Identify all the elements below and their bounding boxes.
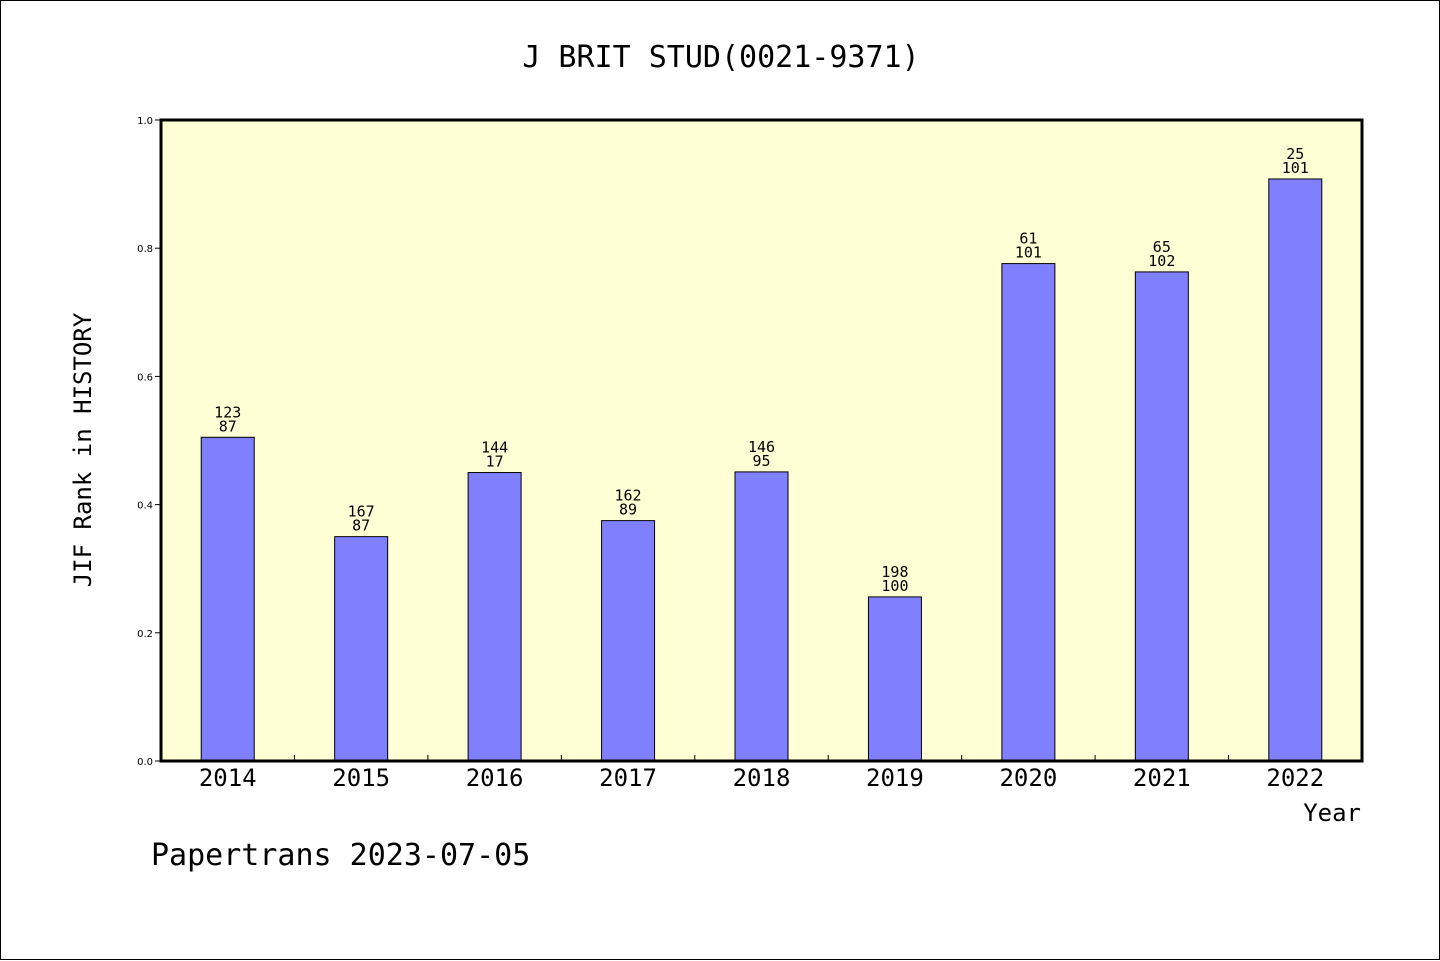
data-label-bottom-2019: 100 <box>881 577 908 595</box>
data-label-top-2015: 167 <box>348 503 375 521</box>
data-label-bottom-2016: 17 <box>486 453 504 471</box>
plot-border <box>159 118 1364 763</box>
data-label-bottom-2015: 87 <box>352 517 370 535</box>
data-label-bottom-2020: 101 <box>1015 244 1042 262</box>
bars-layer <box>200 178 1323 762</box>
x-tick-label-2021: 2021 <box>1133 764 1191 792</box>
x-tick-label-2015: 2015 <box>332 764 390 792</box>
x-tick-label-2022: 2022 <box>1266 764 1324 792</box>
x-tick-label-2018: 2018 <box>733 764 791 792</box>
bar-2018 <box>734 471 789 762</box>
y-tick-label: 0.6 <box>137 372 153 383</box>
data-label-bottom-2018: 95 <box>752 452 770 470</box>
data-label-top-2021: 65 <box>1153 238 1171 256</box>
bar-2021 <box>1134 271 1189 762</box>
chart-title: J BRIT STUD(0021-9371) <box>522 40 919 75</box>
y-tick-label: 0.4 <box>137 501 153 512</box>
bar-2022 <box>1268 178 1323 762</box>
data-label-bottom-2014: 87 <box>219 417 237 435</box>
data-label-top-2022: 25 <box>1286 145 1304 163</box>
x-tick-label-2017: 2017 <box>599 764 657 792</box>
bar-2017 <box>601 520 656 762</box>
x-axis-label: Year <box>1303 799 1361 827</box>
y-tick-label: 1.0 <box>137 116 153 127</box>
ticks-layer: 0.0 0.2 0.4 0.6 0.8 1.0 2014 2015 2016 2017 2018 20… <box>137 116 1324 792</box>
y-tick-label: 0.2 <box>137 629 153 640</box>
bar-2019 <box>867 596 922 762</box>
data-label-top-2019: 198 <box>881 563 908 581</box>
y-axis-label: JIF Rank in HISTORY <box>69 312 97 587</box>
data-label-top-2018: 146 <box>748 438 775 456</box>
data-label-bottom-2021: 102 <box>1148 252 1175 270</box>
x-tick-label-2020: 2020 <box>999 764 1057 792</box>
data-label-bottom-2017: 89 <box>619 501 637 519</box>
bar-2020 <box>1001 263 1056 762</box>
bar-2015 <box>334 536 389 762</box>
x-tick-label-2016: 2016 <box>466 764 524 792</box>
data-label-bottom-2022: 101 <box>1282 159 1309 177</box>
bar-2016 <box>467 472 522 762</box>
x-tick-label-2019: 2019 <box>866 764 924 792</box>
bar-2014 <box>200 436 255 762</box>
footer-text: Papertrans 2023-07-05 <box>151 838 530 873</box>
x-tick-label-2014: 2014 <box>199 764 257 792</box>
data-label-top-2017: 162 <box>615 487 642 505</box>
data-label-top-2020: 61 <box>1019 230 1037 248</box>
data-label-top-2014: 123 <box>214 403 241 421</box>
y-tick-label: 0.0 <box>137 757 153 768</box>
data-label-top-2016: 144 <box>481 439 508 457</box>
y-tick-label: 0.8 <box>137 244 153 255</box>
